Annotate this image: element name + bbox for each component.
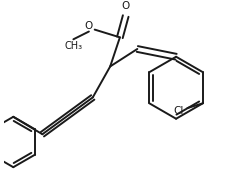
Text: O: O	[85, 21, 93, 31]
Text: CH₃: CH₃	[64, 41, 82, 51]
Text: O: O	[122, 1, 130, 11]
Text: Cl: Cl	[173, 106, 184, 116]
